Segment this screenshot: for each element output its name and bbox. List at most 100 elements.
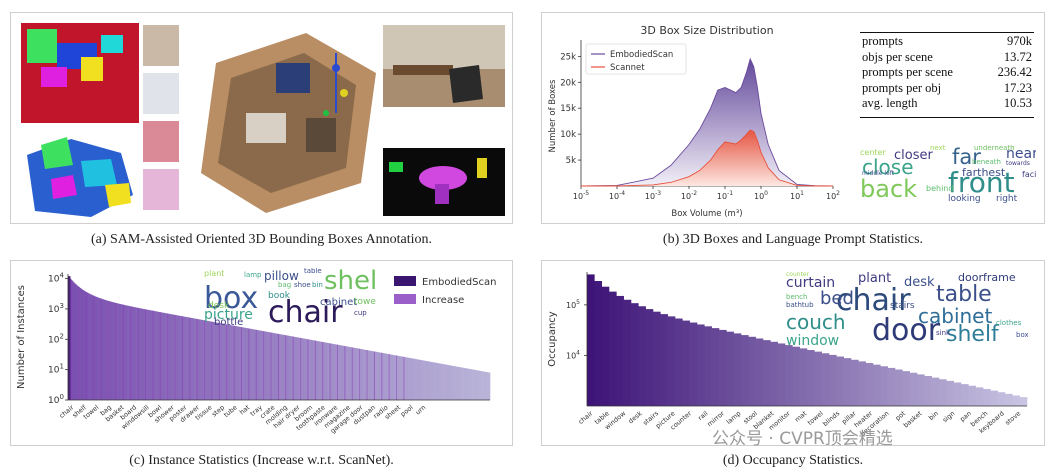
bar (304, 338, 306, 400)
bar (433, 362, 435, 400)
bar (127, 305, 129, 400)
bar-increase (373, 351, 376, 400)
bar (1005, 393, 1013, 406)
bar (421, 360, 423, 400)
bar (217, 322, 220, 400)
bar (487, 372, 490, 400)
bar (616, 295, 624, 406)
bar (154, 311, 156, 400)
wc-d-word: doorframe (958, 272, 1016, 284)
wc-d-word: cabinet (918, 304, 993, 328)
bar (291, 336, 294, 400)
bar-increase (263, 331, 265, 400)
bar-increase (189, 317, 191, 400)
bar (368, 350, 371, 400)
bar (253, 329, 256, 400)
bar (417, 359, 419, 400)
bar (623, 299, 632, 406)
bar (383, 353, 385, 400)
bar (479, 370, 481, 400)
bar (362, 349, 364, 400)
bar (440, 363, 442, 400)
bar (711, 328, 720, 406)
bar (98, 297, 100, 400)
bar (370, 350, 373, 400)
bar (418, 359, 420, 400)
bar (931, 377, 940, 406)
bar (430, 361, 433, 400)
bar-increase (174, 314, 176, 400)
bar (195, 318, 198, 400)
bar (245, 327, 247, 400)
chart-c-y-label: Number of Instances (16, 285, 27, 389)
bar (129, 306, 131, 400)
bar (232, 325, 234, 400)
bar (82, 290, 85, 400)
bar (282, 334, 284, 400)
bar-increase (145, 309, 147, 400)
bar (311, 340, 314, 400)
bar (392, 354, 395, 400)
bar (128, 305, 130, 400)
bar (191, 318, 193, 400)
stats-value: 17.23 (1003, 80, 1032, 95)
bar (402, 356, 404, 400)
bar (242, 327, 244, 400)
bar (223, 323, 225, 400)
wc-b-word: center (860, 148, 886, 157)
bar-increase (396, 355, 398, 400)
bar (88, 293, 90, 400)
bar-increase (248, 328, 250, 400)
bar (132, 306, 134, 400)
bar (295, 337, 298, 400)
chart-b-y-tick-label: 20k (560, 78, 576, 88)
chart-d-y-tick-label: 104 (566, 349, 580, 360)
bar (458, 366, 460, 400)
bar-increase (226, 324, 228, 400)
bar-increase (78, 287, 80, 400)
bar (77, 286, 79, 400)
bar (442, 364, 444, 400)
stats-label: prompts (862, 34, 903, 48)
chart-c-x-tick-label: urn (414, 403, 427, 416)
bar (273, 333, 276, 400)
bar (799, 348, 808, 406)
bar (990, 390, 998, 406)
chart-b-x-tick-label: 10-5 (573, 190, 589, 201)
bar (434, 362, 436, 400)
bar (770, 341, 778, 406)
bar (228, 324, 230, 400)
wc-d-word: couch (786, 310, 846, 334)
bar (162, 312, 165, 400)
bar (917, 374, 925, 406)
bar (305, 338, 307, 400)
bar (306, 339, 308, 400)
wc-c-word: bottle (214, 317, 244, 328)
bar (436, 362, 438, 400)
chart-d-y-tick-label: 105 (566, 299, 580, 310)
bar (409, 358, 412, 400)
bar (116, 303, 118, 400)
wc-b-word: towards (1006, 160, 1030, 167)
bar (308, 339, 310, 400)
chart-b-y-tick-label: 15k (560, 104, 576, 114)
bar (361, 349, 363, 400)
bar (851, 359, 859, 406)
bar (153, 310, 155, 400)
wc-c-word: cabinet (320, 297, 358, 308)
bar (377, 352, 379, 400)
bar (206, 320, 208, 400)
series-line-embodiedscan (580, 57, 834, 187)
bar (142, 308, 145, 400)
bar-increase (204, 320, 206, 400)
bar (483, 371, 486, 400)
wc-d-word: table (936, 282, 992, 307)
bar (83, 290, 86, 400)
bar (102, 299, 105, 400)
bar (323, 342, 325, 400)
bar (902, 371, 910, 406)
bar (286, 335, 288, 400)
stats-label: prompts per obj (862, 80, 942, 95)
bar (224, 324, 226, 400)
wc-d-word: curtain (786, 275, 836, 291)
